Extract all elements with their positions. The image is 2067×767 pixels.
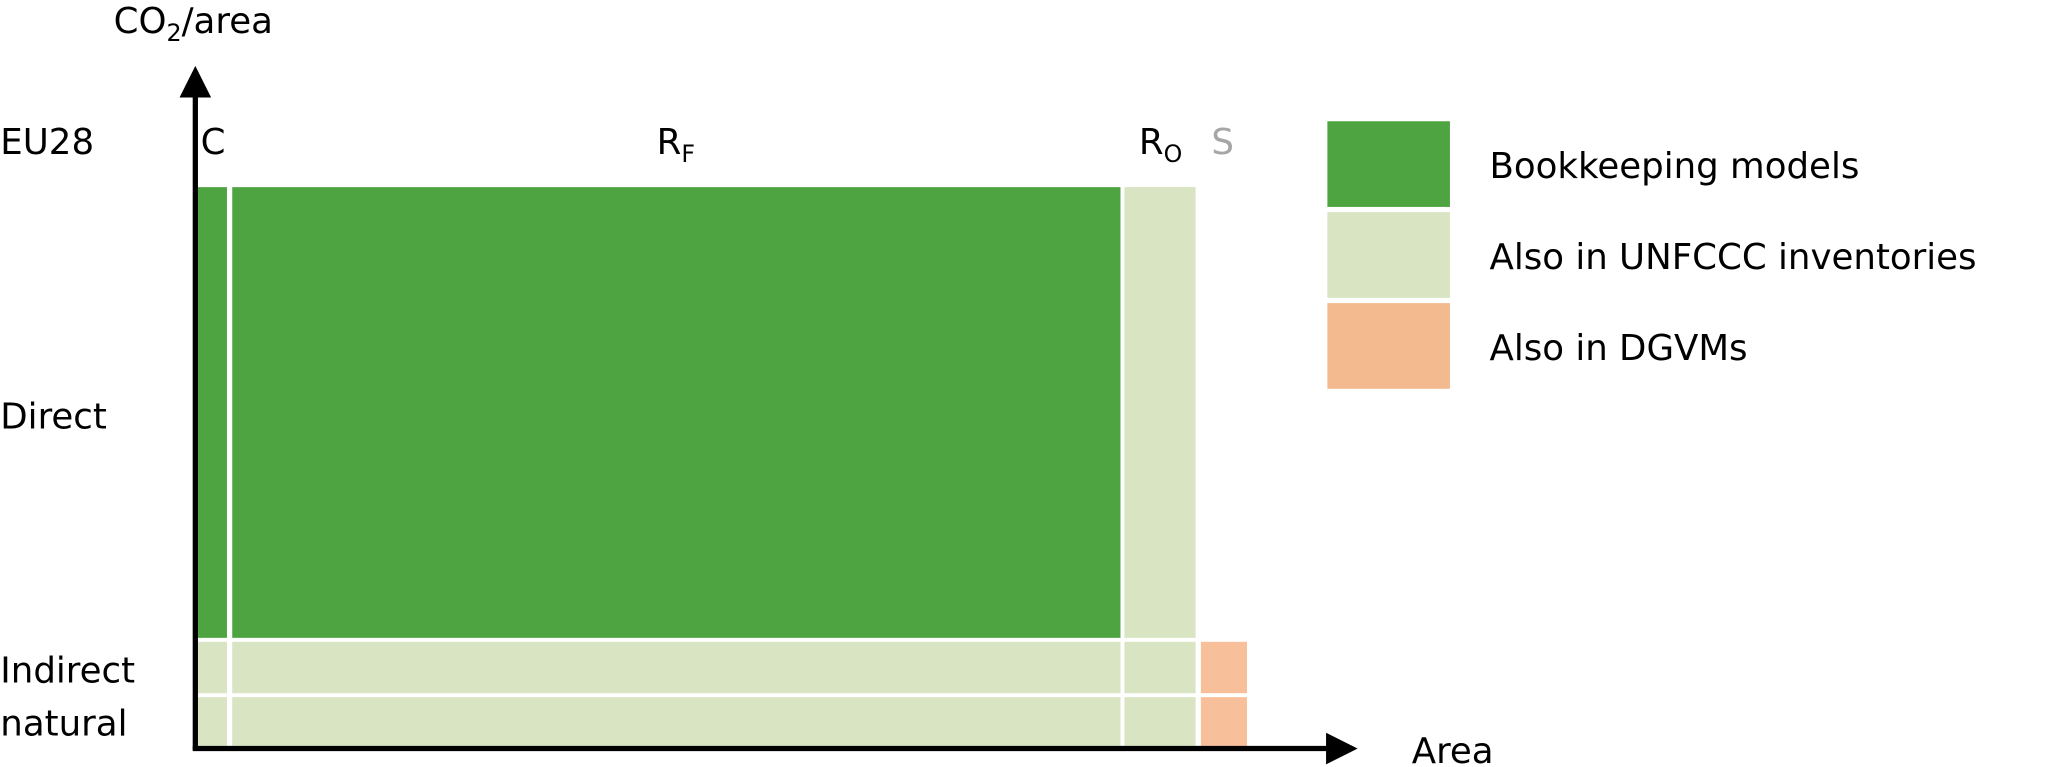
legend-label: Bookkeeping models [1489,146,1859,187]
block-c-natural [197,697,227,746]
column-label: RO [1139,122,1182,168]
block-rf-natural [232,697,1121,746]
legend-swatch [1327,121,1450,207]
block-s-natural [1200,697,1247,746]
block-c-indirect [197,641,227,694]
legend-label: Also in UNFCCC inventories [1489,237,1976,278]
blocks [197,187,1247,746]
row-label: Direct [0,396,107,437]
column-label: RF [657,122,695,168]
block-ro-direct [1124,187,1196,638]
column-label: S [1211,122,1234,163]
column-label: C [201,122,226,163]
row-label: Indirect [0,651,135,692]
block-s-indirect [1200,641,1247,694]
block-rf-direct [232,187,1121,638]
x-axis-label: Area [1412,731,1494,767]
legend-swatch [1327,212,1450,298]
legend-label: Also in DGVMs [1489,328,1747,369]
y-axis-label: CO2/area [114,1,273,47]
block-c-direct [197,187,227,638]
block-ro-natural [1124,697,1196,746]
legend-swatch [1327,303,1450,389]
row-label: EU28 [0,122,94,163]
legend: Bookkeeping models Also in UNFCCC invento… [1327,121,1977,389]
block-ro-indirect [1124,641,1196,694]
row-label: natural [0,703,127,744]
block-rf-indirect [232,641,1121,694]
